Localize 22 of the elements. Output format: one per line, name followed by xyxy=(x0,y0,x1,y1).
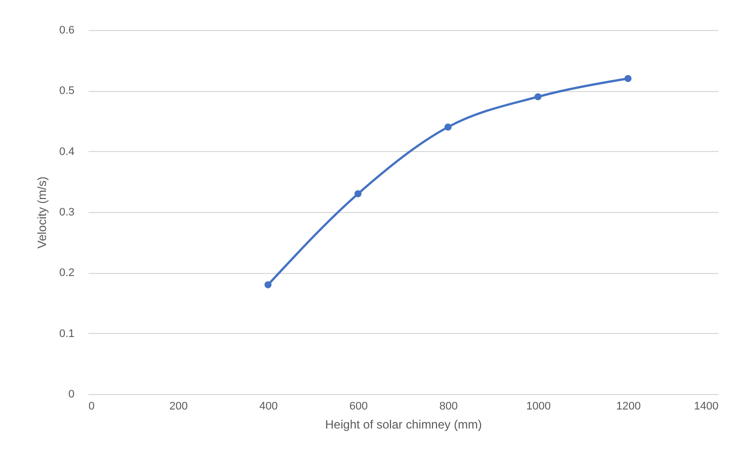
x-axis-title: Height of solar chimney (mm) xyxy=(325,418,482,432)
y-tick-label: 0 xyxy=(68,388,74,400)
x-tick-label: 400 xyxy=(259,400,278,412)
y-tick-label: 0.2 xyxy=(59,267,74,280)
x-tick-label: 1000 xyxy=(526,400,551,412)
x-tick-label: 0 xyxy=(88,400,95,412)
x-tick-label: 200 xyxy=(169,400,188,412)
y-tick-label: 0.5 xyxy=(59,85,74,98)
x-tick-label: 1200 xyxy=(616,400,641,412)
y-tick-label: 0.6 xyxy=(59,24,74,36)
point xyxy=(264,281,272,288)
point xyxy=(354,190,362,198)
x-tick-label: 1400 xyxy=(694,400,718,412)
x-tick-label: 600 xyxy=(349,400,368,412)
point xyxy=(534,93,542,100)
y-tick-label: 0.4 xyxy=(59,146,74,158)
x-tick-label: 800 xyxy=(439,400,458,412)
point xyxy=(444,124,452,131)
point xyxy=(624,75,632,82)
y-tick-label: 0.3 xyxy=(59,206,74,218)
y-tick-label: 0.1 xyxy=(59,328,74,340)
y-axis-title: Velocity (m/s) xyxy=(35,176,50,249)
